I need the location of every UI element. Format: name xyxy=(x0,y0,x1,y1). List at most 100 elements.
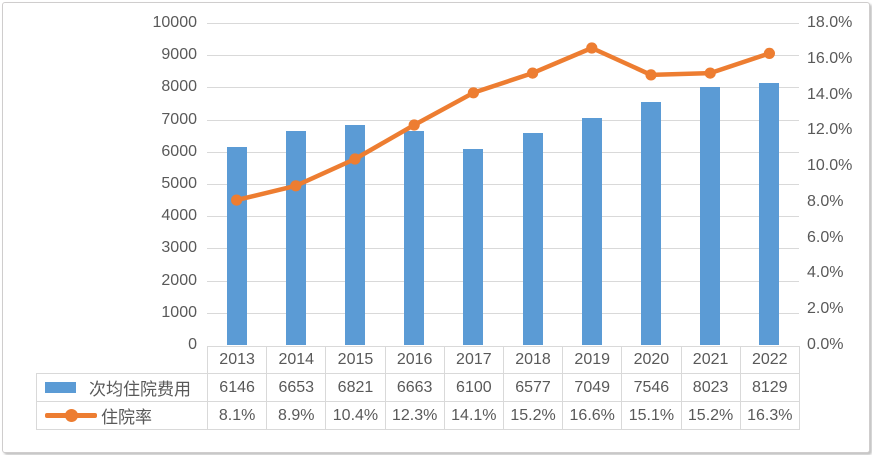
legend-bar-swatch xyxy=(45,382,76,393)
line-marker-2017 xyxy=(467,87,479,99)
bar-series-layer xyxy=(3,3,869,452)
bar-2017 xyxy=(463,148,484,345)
year-cell: 2018 xyxy=(502,346,564,374)
year-cell: 2015 xyxy=(325,346,386,374)
year-cell: 2021 xyxy=(680,346,741,374)
left-axis-tick-label: 9000 xyxy=(161,46,197,64)
rate-value-cell: 8.9% xyxy=(266,401,327,430)
bar-2013 xyxy=(226,147,247,345)
line-marker-2019 xyxy=(586,42,598,54)
year-cell: 2019 xyxy=(562,346,623,374)
rate-line xyxy=(234,45,772,203)
line-marker-2014 xyxy=(290,180,302,192)
legend-line-swatch xyxy=(45,409,97,422)
rate-value-cell: 14.1% xyxy=(443,401,504,430)
right-axis-tick-label: 10.0% xyxy=(807,157,853,175)
right-percent-axis: 0.0% 2.0% 4.0% 6.0% 8.0% 10.0% 12.0% 14.0% 16.0%… xyxy=(3,3,869,452)
data-table: 2013 2014 2015 2016 2017 2018 2019 2020 2021 2022… xyxy=(36,346,800,430)
legend-line-dot xyxy=(65,409,78,422)
right-axis-tick-label: 6.0% xyxy=(807,228,844,246)
bar-2015 xyxy=(345,125,365,345)
legend-entry: 次均住院费用 xyxy=(38,375,207,400)
line-marker-2013 xyxy=(231,194,243,206)
left-axis-tick-label: 8000 xyxy=(161,78,197,96)
year-cell: 2013 xyxy=(206,346,268,374)
line-marker-2020 xyxy=(645,69,657,81)
line-marker-2021 xyxy=(704,67,716,79)
bar-2019 xyxy=(581,118,602,345)
gridline xyxy=(207,23,799,24)
gridline xyxy=(207,119,799,121)
gridlines-layer xyxy=(3,3,869,452)
gridline xyxy=(207,248,799,250)
right-axis-tick-label: 14.0% xyxy=(807,85,853,103)
cost-value-cell: 8023 xyxy=(680,373,741,402)
left-axis-tick-label: 2000 xyxy=(161,271,197,289)
table-year-row: 2013 2014 2015 2016 2017 2018 2019 2020 2021 2022 xyxy=(37,346,800,374)
left-axis-tick-label: 0 xyxy=(188,336,197,353)
cost-value-cell: 6653 xyxy=(266,373,327,402)
bar-2022 xyxy=(759,83,780,345)
rate-value-cell: 12.3% xyxy=(384,401,445,430)
legend-series-name: 住院率 xyxy=(101,408,152,427)
legend-series-name: 次均住院费用 xyxy=(89,380,191,399)
bar-2016 xyxy=(404,130,425,345)
left-axis-tick-label: 7000 xyxy=(161,110,197,128)
cost-value-cell: 8129 xyxy=(739,373,800,402)
left-axis-tick-label: 6000 xyxy=(161,142,197,160)
left-axis-tick-label: 1000 xyxy=(161,303,197,321)
left-axis-tick-label: 5000 xyxy=(161,175,197,192)
cost-value-cell: 6663 xyxy=(384,373,445,402)
year-cell: 2016 xyxy=(384,346,445,374)
table-series-row: 住院率 8.1% 8.9% 10.4% 12.3% 14.1% 15.2% 16.6% 15.1… xyxy=(36,401,800,430)
rate-value-cell: 16.3% xyxy=(739,401,800,430)
right-axis-tick-label: 8.0% xyxy=(807,192,844,210)
bar-2018 xyxy=(522,133,543,345)
gridline xyxy=(207,87,799,89)
right-axis-tick-label: 2.0% xyxy=(807,300,844,318)
cost-value-cell: 6577 xyxy=(502,373,564,402)
bar-2020 xyxy=(641,102,661,345)
legend-cell-cost: 次均住院费用 xyxy=(36,373,208,402)
line-marker-2015 xyxy=(349,153,361,165)
gridline xyxy=(207,151,799,153)
line-marker-2016 xyxy=(408,119,420,131)
year-cell: 2014 xyxy=(266,346,327,374)
right-axis-tick-label: 16.0% xyxy=(807,49,853,67)
gridline xyxy=(207,55,799,57)
rate-value-cell: 15.1% xyxy=(621,401,682,430)
gridline xyxy=(207,184,799,185)
right-axis-tick-label: 12.0% xyxy=(807,121,853,139)
table-series-row: 次均住院费用 6146 6653 6821 6663 6100 6577 7049 7546 80… xyxy=(36,373,800,402)
left-axis-tick-label: 3000 xyxy=(161,239,197,257)
rate-value-cell: 15.2% xyxy=(502,401,564,430)
right-axis-tick-label: 4.0% xyxy=(807,264,844,282)
line-series-layer xyxy=(231,42,776,206)
rate-value-cell: 16.6% xyxy=(562,401,623,430)
gridline xyxy=(207,312,799,314)
cost-value-cell: 6821 xyxy=(325,373,386,402)
legend-entry: 住院率 xyxy=(38,403,207,428)
cost-value-cell: 7546 xyxy=(621,373,682,402)
gridline xyxy=(207,216,799,218)
year-cell: 2017 xyxy=(443,346,504,374)
table-corner-cell xyxy=(37,347,208,374)
line-marker-2018 xyxy=(527,67,539,79)
year-cell: 2022 xyxy=(739,346,800,374)
left-axis-tick-label: 4000 xyxy=(161,207,197,225)
rate-value-cell: 8.1% xyxy=(206,401,268,430)
gridline xyxy=(207,280,799,282)
cost-value-cell: 7049 xyxy=(562,373,623,402)
legend-cell-rate: 住院率 xyxy=(36,401,208,430)
year-cell: 2020 xyxy=(621,346,682,374)
right-axis-tick-label: 0.0% xyxy=(807,336,844,353)
line-marker-2022 xyxy=(763,47,776,60)
cost-value-cell: 6146 xyxy=(206,373,268,402)
bar-2021 xyxy=(700,86,721,345)
left-axis-tick-label: 10000 xyxy=(152,14,198,31)
right-axis-tick-label: 18.0% xyxy=(807,14,853,31)
rate-value-cell: 10.4% xyxy=(325,401,386,430)
left-value-axis: 0 1000 2000 3000 4000 5000 6000 7000 8000 9000 100… xyxy=(3,3,869,452)
cost-value-cell: 6100 xyxy=(443,373,504,402)
